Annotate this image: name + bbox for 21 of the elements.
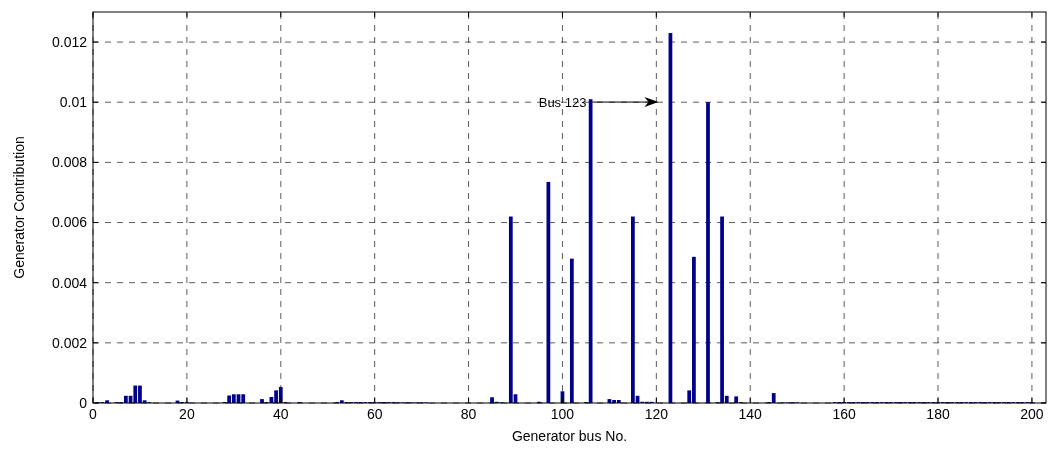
y-tick-label: 0.004: [51, 274, 88, 291]
y-tick-label: 0: [79, 394, 88, 411]
y-tick-label: 0.01: [59, 94, 88, 111]
y-tick-label: 0.008: [51, 154, 88, 171]
annotation: Bus 123: [538, 94, 587, 110]
x-tick-label: 140: [738, 406, 763, 422]
x-tick-label: 0: [89, 406, 98, 422]
y-tick-label: 0.006: [51, 214, 88, 231]
x-tick-label: 160: [832, 406, 857, 422]
x-tick-label: 180: [926, 406, 950, 422]
y-axis-title: Generator Contribution: [11, 136, 27, 279]
x-tick-label: 60: [366, 406, 383, 422]
x-tick-label: 200: [1020, 406, 1044, 422]
x-axis-title: Generator bus No.: [511, 428, 628, 444]
x-tick-label: 20: [179, 406, 195, 422]
x-tick-label: 120: [644, 406, 669, 422]
y-tick-label: 0.002: [51, 334, 88, 351]
y-tick-label: 0.012: [51, 33, 88, 50]
x-tick-label: 40: [272, 406, 289, 422]
x-tick-label: 80: [460, 406, 477, 422]
x-tick-label: 100: [550, 406, 575, 422]
